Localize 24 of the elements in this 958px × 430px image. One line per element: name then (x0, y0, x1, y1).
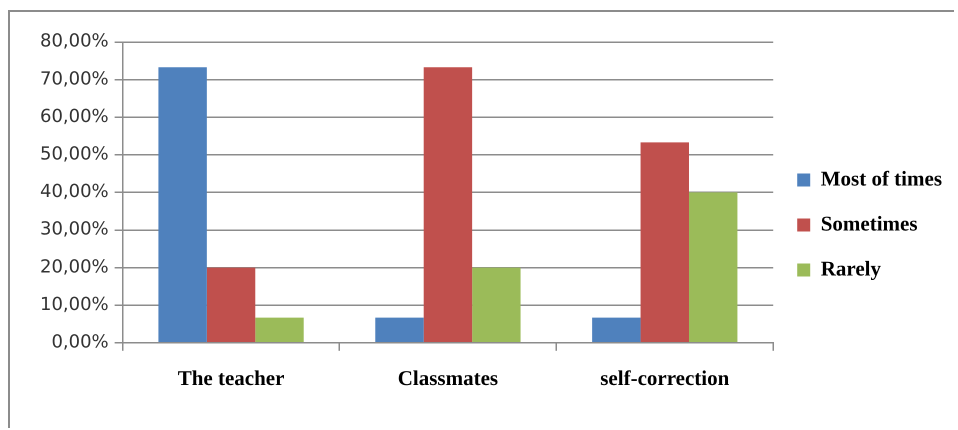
x-tick-label: self-correction (600, 366, 730, 390)
y-tick-label: 20,00% (40, 256, 109, 278)
y-tick-label: 30,00% (40, 218, 109, 240)
legend-label: Rarely (820, 256, 882, 280)
bar (375, 318, 424, 342)
bar (472, 268, 521, 342)
bar (424, 67, 472, 342)
legend-label: Most of times (820, 166, 942, 190)
y-tick-label: 70,00% (40, 68, 109, 90)
bar (640, 142, 689, 342)
y-tick-label: 60,00% (40, 106, 109, 127)
y-tick-label: 0,00% (51, 331, 109, 352)
bar (206, 268, 256, 342)
y-tick-label: 10,00% (40, 294, 109, 315)
bar (688, 192, 738, 342)
bar (158, 67, 207, 342)
bar (592, 318, 641, 342)
y-tick-label: 40,00% (40, 181, 109, 202)
bar (255, 318, 304, 342)
x-tick-label: The teacher (178, 366, 284, 390)
legend-label: Sometimes (820, 211, 918, 236)
y-tick-label: 80,00% (40, 30, 109, 52)
x-tick-label: Classmates (398, 366, 498, 390)
y-tick-label: 50,00% (40, 143, 109, 164)
